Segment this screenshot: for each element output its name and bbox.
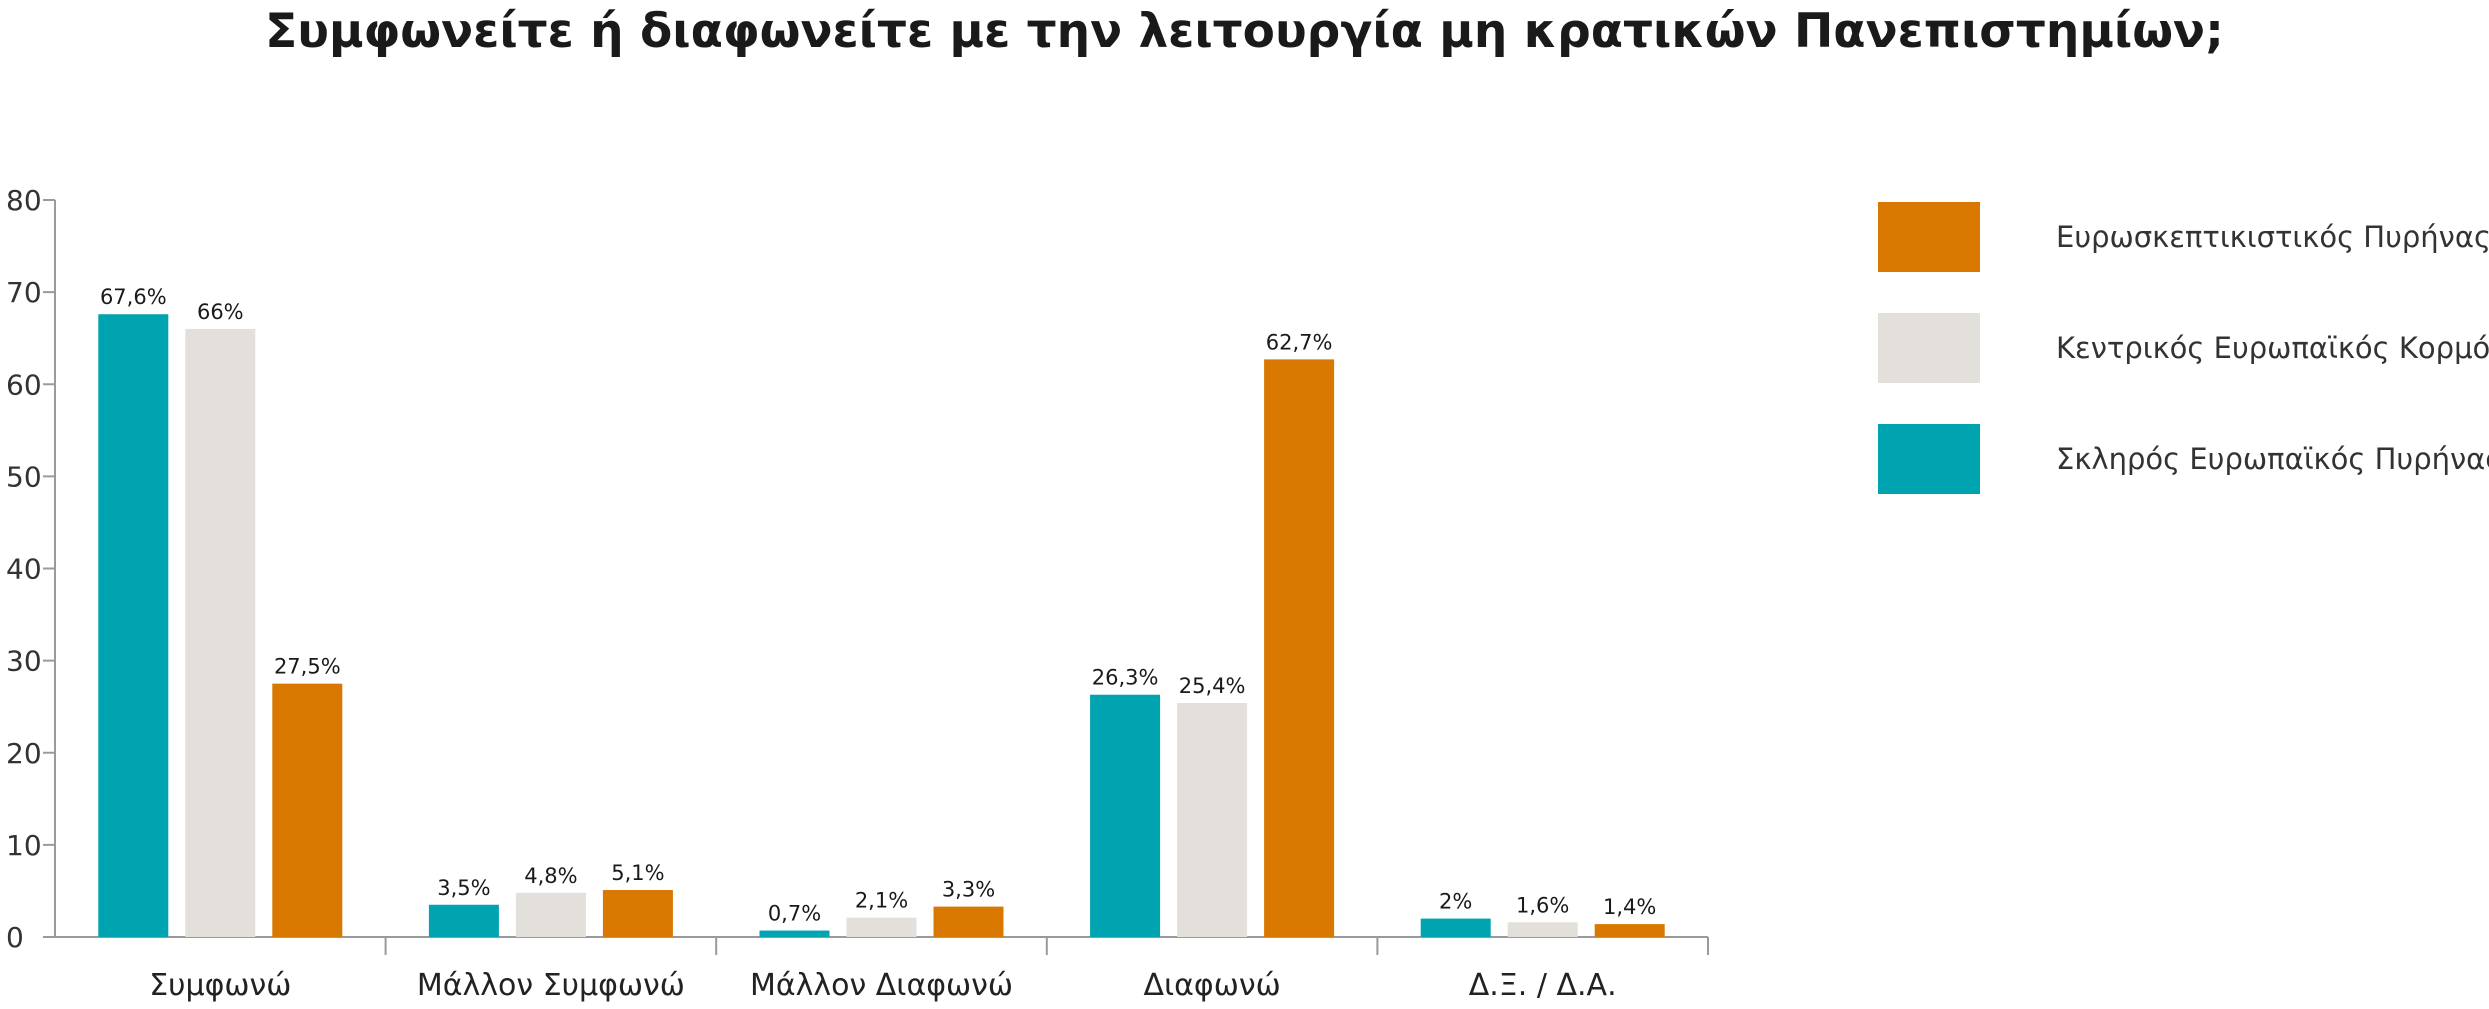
y-tick-label: 70 [6, 276, 42, 309]
bars [98, 314, 1665, 938]
bar [846, 917, 917, 937]
data-label: 1,6% [1516, 893, 1569, 917]
x-category-label: Διαφωνώ [1143, 968, 1280, 1003]
legend-swatch [1878, 313, 1980, 383]
y-tick-label: 60 [6, 368, 42, 401]
data-label: 66% [197, 300, 244, 324]
bar [428, 904, 499, 937]
bar [272, 683, 343, 937]
data-label: 5,1% [611, 861, 664, 885]
data-label: 4,8% [524, 864, 577, 888]
bar [602, 890, 673, 937]
data-label: 3,3% [942, 878, 995, 902]
bar [933, 906, 1004, 937]
y-tick-label: 10 [6, 829, 42, 862]
data-label: 67,6% [100, 285, 167, 309]
data-label: 2% [1439, 890, 1472, 914]
x-category-label: Δ.Ξ. / Δ.Α. [1469, 968, 1617, 1003]
legend-label: Ευρωσκεπτικιστικός Πυρήνας [2056, 220, 2489, 254]
legend-swatch [1878, 202, 1980, 272]
chart-title: Συμφωνείτε ή διαφωνείτε με την λειτουργί… [265, 4, 2224, 59]
data-labels: 67,6% 66% 27,5% 3,5% 4,8% 5,1% 0,7% 2,1% 3,3% 26,… [100, 285, 1656, 925]
legend-label: Κεντρικός Ευρωπαϊκός Κορμός [2056, 331, 2489, 365]
data-label: 27,5% [274, 655, 341, 679]
bar [1507, 922, 1578, 937]
bar [1420, 918, 1491, 937]
bar [515, 892, 586, 937]
y-tick-label: 20 [6, 737, 42, 770]
x-category-label: Μάλλον Συμφωνώ [417, 968, 685, 1003]
data-label: 1,4% [1603, 895, 1656, 919]
y-tick-label: 0 [6, 921, 24, 954]
data-label: 0,7% [768, 902, 821, 926]
legend: Ευρωσκεπτικιστικός Πυρήνας Κεντρικός Ευρω… [1878, 202, 2489, 494]
bar [1264, 359, 1335, 938]
bar [185, 328, 256, 938]
bar [759, 930, 830, 937]
y-tick-label: 40 [6, 553, 42, 586]
data-label: 62,7% [1266, 330, 1333, 354]
x-category-label: Συμφωνώ [149, 968, 291, 1003]
bar [1594, 924, 1665, 937]
axes: 0 10 20 30 40 50 60 70 80 Συμφωνώ Μάλλον Συμφωνώ Μά… [6, 184, 1709, 1003]
x-category-label: Μάλλον Διαφωνώ [750, 968, 1013, 1003]
data-label: 3,5% [437, 876, 490, 900]
data-label: 25,4% [1179, 674, 1246, 698]
legend-label: Σκληρός Ευρωπαϊκός Πυρήνας [2056, 442, 2489, 476]
bar [98, 314, 169, 937]
data-label: 2,1% [855, 889, 908, 913]
y-tick-label: 80 [6, 184, 42, 217]
data-label: 26,3% [1092, 666, 1159, 690]
y-tick-label: 50 [6, 460, 42, 493]
y-tick-label: 30 [6, 645, 42, 678]
bar [1177, 703, 1248, 937]
legend-swatch [1878, 424, 1980, 494]
bar [1090, 694, 1161, 937]
